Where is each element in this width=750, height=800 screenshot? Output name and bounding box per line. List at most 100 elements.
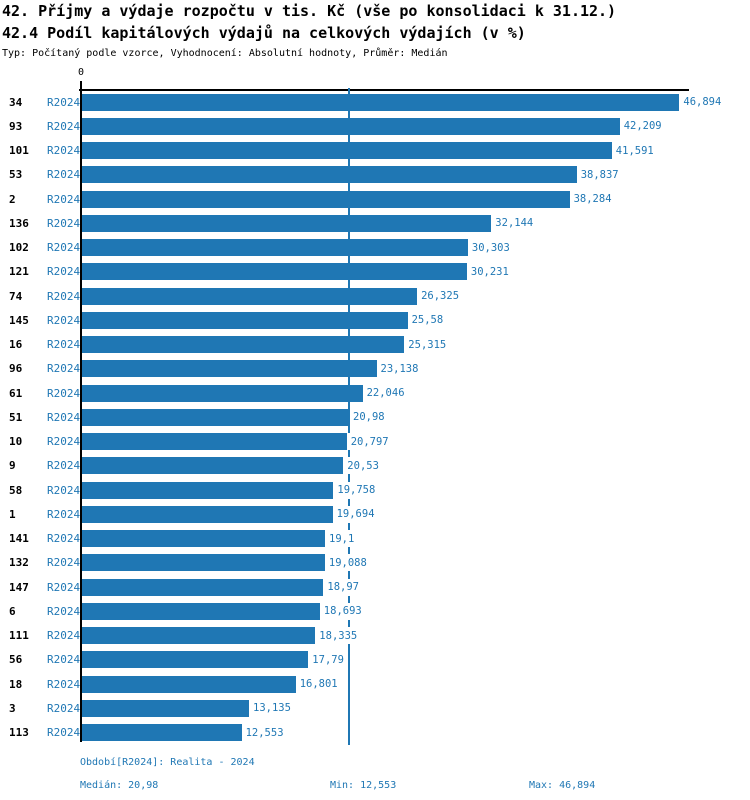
row-series-label: R2024 bbox=[47, 580, 81, 594]
bar-value-label: 18,693 bbox=[320, 602, 365, 620]
row-id-label: 147 bbox=[9, 580, 29, 594]
bar-value-label: 12,553 bbox=[242, 724, 287, 742]
row-id-label: 132 bbox=[9, 556, 29, 570]
bar-row: 3 R2024 13,135 bbox=[0, 696, 750, 720]
bar-value-label: 16,801 bbox=[296, 675, 341, 693]
bar-row: 9 R2024 20,53 bbox=[0, 454, 750, 478]
x-axis-zero-tick-label: 0 bbox=[77, 67, 85, 78]
bar-value-label: 19,088 bbox=[325, 554, 370, 572]
bar bbox=[81, 554, 325, 572]
row-id-label: 18 bbox=[9, 677, 23, 691]
row-id-label: 121 bbox=[9, 265, 29, 279]
row-id-label: 10 bbox=[9, 435, 23, 449]
bar-row: 61 R2024 22,046 bbox=[0, 381, 750, 405]
row-series-label: R2024 bbox=[47, 532, 81, 546]
bar-value-label: 26,325 bbox=[418, 287, 463, 305]
bar-row: 136 R2024 32,144 bbox=[0, 211, 750, 235]
bar-row: 16 R2024 25,315 bbox=[0, 333, 750, 357]
bar bbox=[81, 724, 242, 742]
bar bbox=[81, 651, 309, 669]
bar bbox=[81, 627, 316, 645]
row-series-label: R2024 bbox=[47, 192, 81, 206]
row-series-label: R2024 bbox=[47, 144, 81, 158]
row-series-label: R2024 bbox=[47, 313, 81, 327]
bar bbox=[81, 408, 349, 426]
row-series-label: R2024 bbox=[47, 726, 81, 740]
row-id-label: 56 bbox=[9, 653, 23, 667]
row-id-label: 101 bbox=[9, 144, 29, 158]
row-series-label: R2024 bbox=[47, 241, 81, 255]
bar bbox=[81, 142, 612, 160]
bar-value-label: 19,1 bbox=[326, 530, 358, 548]
row-id-label: 136 bbox=[9, 216, 29, 230]
bar-row: 58 R2024 19,758 bbox=[0, 478, 750, 502]
bar bbox=[81, 360, 377, 378]
row-series-label: R2024 bbox=[47, 386, 81, 400]
row-series-label: R2024 bbox=[47, 95, 81, 109]
row-id-label: 93 bbox=[9, 119, 23, 133]
median-reference-line bbox=[348, 88, 350, 745]
bar bbox=[81, 433, 347, 451]
bar-value-label: 20,797 bbox=[347, 433, 392, 451]
bar-row: 51 R2024 20,98 bbox=[0, 405, 750, 429]
bar-value-label: 18,335 bbox=[316, 627, 361, 645]
row-series-label: R2024 bbox=[47, 168, 81, 182]
bar-value-label: 46,894 bbox=[680, 93, 725, 111]
row-id-label: 113 bbox=[9, 726, 29, 740]
bar bbox=[81, 481, 334, 499]
row-id-label: 61 bbox=[9, 386, 23, 400]
chart-subtitle: 42.4 Podíl kapitálových výdajů na celkov… bbox=[2, 24, 526, 42]
bar-row: 121 R2024 30,231 bbox=[0, 260, 750, 284]
bar-value-label: 23,138 bbox=[377, 360, 422, 378]
bar-rows-container: 34 R2024 46,894 93 R2024 42,209 101 R202… bbox=[0, 90, 750, 745]
x-axis-zero-tick bbox=[80, 81, 82, 90]
row-id-label: 102 bbox=[9, 241, 29, 255]
bar bbox=[81, 287, 418, 305]
bar-value-label: 38,284 bbox=[570, 190, 615, 208]
row-id-label: 34 bbox=[9, 95, 23, 109]
median-stat-label: Medián: 20,98 bbox=[80, 780, 159, 791]
bar bbox=[81, 699, 249, 717]
bar bbox=[81, 214, 492, 232]
bar-value-label: 25,58 bbox=[408, 311, 447, 329]
bar-value-label: 18,97 bbox=[324, 578, 362, 596]
row-series-label: R2024 bbox=[47, 338, 81, 352]
row-id-label: 111 bbox=[9, 629, 29, 643]
bar-row: 18 R2024 16,801 bbox=[0, 672, 750, 696]
page-title: 42. Příjmy a výdaje rozpočtu v tis. Kč (… bbox=[2, 2, 617, 20]
row-series-label: R2024 bbox=[47, 119, 81, 133]
bar-value-label: 30,231 bbox=[467, 263, 512, 281]
row-id-label: 1 bbox=[9, 507, 16, 521]
bar bbox=[81, 166, 577, 184]
bar bbox=[81, 602, 320, 620]
row-series-label: R2024 bbox=[47, 483, 81, 497]
bar bbox=[81, 263, 467, 281]
bar bbox=[81, 530, 325, 548]
bar-row: 132 R2024 19,088 bbox=[0, 551, 750, 575]
row-series-label: R2024 bbox=[47, 507, 81, 521]
row-series-label: R2024 bbox=[47, 265, 81, 279]
bar bbox=[81, 239, 468, 257]
bar bbox=[81, 117, 620, 135]
row-series-label: R2024 bbox=[47, 459, 81, 473]
bar bbox=[81, 675, 296, 693]
x-axis-line bbox=[79, 89, 689, 91]
row-id-label: 74 bbox=[9, 289, 23, 303]
bar bbox=[81, 311, 408, 329]
bar-row: 93 R2024 42,209 bbox=[0, 114, 750, 138]
bar-row: 2 R2024 38,284 bbox=[0, 187, 750, 211]
bar-row: 96 R2024 23,138 bbox=[0, 357, 750, 381]
row-id-label: 141 bbox=[9, 532, 29, 546]
bar bbox=[81, 336, 405, 354]
row-series-label: R2024 bbox=[47, 435, 81, 449]
bar bbox=[81, 578, 324, 596]
bar bbox=[81, 505, 333, 523]
bar-row: 101 R2024 41,591 bbox=[0, 139, 750, 163]
max-stat-label: Max: 46,894 bbox=[529, 780, 596, 791]
bar-row: 111 R2024 18,335 bbox=[0, 624, 750, 648]
row-series-label: R2024 bbox=[47, 556, 81, 570]
row-series-label: R2024 bbox=[47, 289, 81, 303]
row-series-label: R2024 bbox=[47, 653, 81, 667]
bar-row: 34 R2024 46,894 bbox=[0, 90, 750, 114]
